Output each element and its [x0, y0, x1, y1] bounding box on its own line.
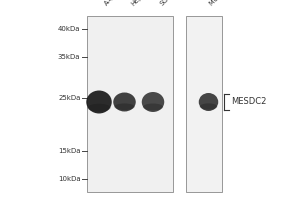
Ellipse shape	[143, 104, 163, 110]
Text: SGC-7901: SGC-7901	[159, 0, 187, 7]
Text: 10kDa: 10kDa	[58, 176, 80, 182]
Text: 40kDa: 40kDa	[58, 26, 80, 32]
Ellipse shape	[199, 93, 218, 111]
Text: HepG2: HepG2	[130, 0, 151, 7]
Text: Mouse testis: Mouse testis	[208, 0, 242, 7]
Ellipse shape	[88, 104, 110, 112]
Bar	[87, 16, 172, 192]
Bar	[186, 16, 222, 192]
Text: MESDC2: MESDC2	[231, 98, 266, 106]
Ellipse shape	[113, 92, 136, 112]
Ellipse shape	[200, 103, 217, 110]
Text: 35kDa: 35kDa	[58, 54, 80, 60]
Text: 25kDa: 25kDa	[58, 95, 80, 101]
Text: 15kDa: 15kDa	[58, 148, 80, 154]
Ellipse shape	[114, 103, 135, 110]
Text: A-431: A-431	[103, 0, 122, 7]
Ellipse shape	[142, 92, 164, 112]
Ellipse shape	[86, 90, 112, 114]
